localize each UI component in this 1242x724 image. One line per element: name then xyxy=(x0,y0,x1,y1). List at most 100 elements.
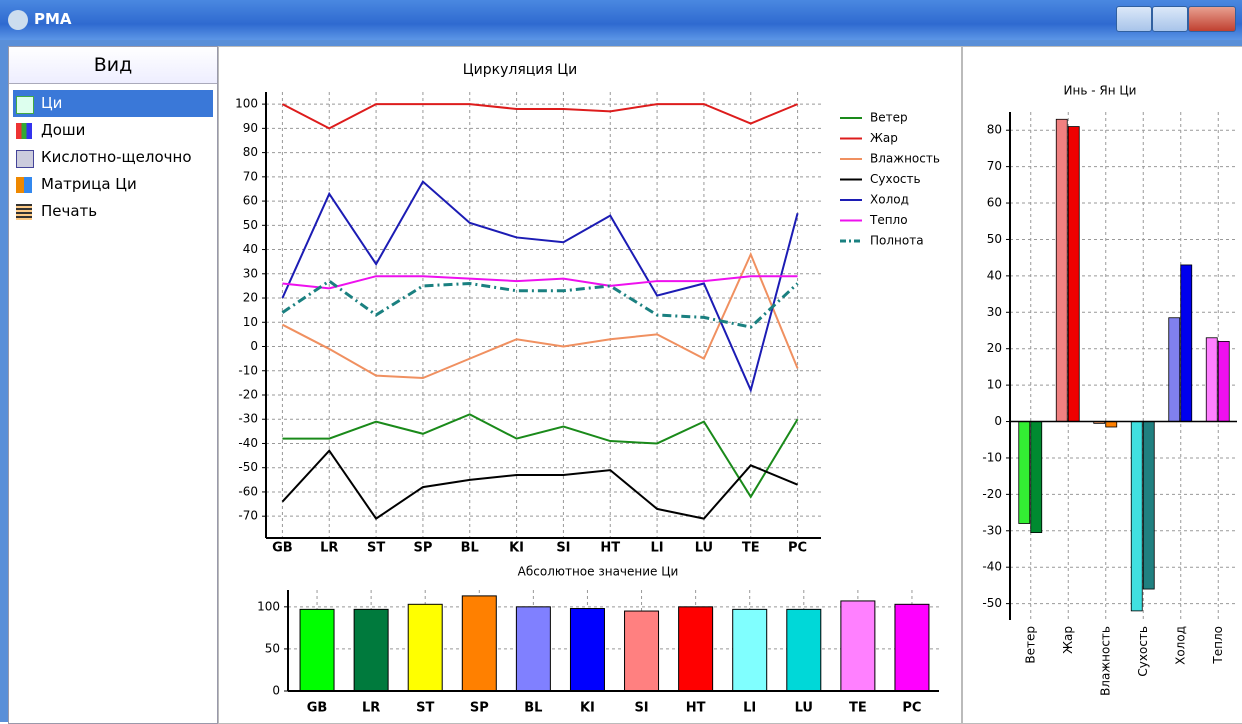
y-tick-label: -50 xyxy=(982,596,1002,610)
x-tick-label: SI xyxy=(556,541,570,556)
nav-item[interactable]: Доши xyxy=(13,117,213,144)
bar xyxy=(1030,421,1043,534)
x-tick-label: LI xyxy=(743,701,756,716)
nav-label: Доши xyxy=(41,121,86,139)
y-tick-label: -20 xyxy=(982,487,1002,501)
x-tick-label: Ветер xyxy=(1023,626,1037,664)
line-series xyxy=(282,275,798,290)
y-tick-label: -70 xyxy=(238,509,258,523)
y-tick-label: 40 xyxy=(987,268,1002,282)
legend-label: Жар xyxy=(870,131,898,145)
bar xyxy=(678,606,714,692)
title-bar: PMA xyxy=(0,0,1242,40)
y-tick-label: 20 xyxy=(987,341,1002,355)
line-series xyxy=(281,251,799,380)
bar xyxy=(1130,421,1143,612)
y-tick-label: 0 xyxy=(994,414,1002,428)
x-tick-label: Тепло xyxy=(1211,626,1225,665)
y-tick-label: 50 xyxy=(987,232,1002,246)
bar xyxy=(1018,421,1031,524)
x-tick-label: GB xyxy=(272,541,293,556)
line-series xyxy=(281,180,799,394)
bar xyxy=(732,608,768,692)
x-tick-label: PC xyxy=(902,701,921,716)
y-tick-label: 50 xyxy=(243,218,258,232)
x-tick-label: SI xyxy=(634,701,648,716)
bar xyxy=(1168,317,1181,422)
y-tick-label: 100 xyxy=(257,599,280,613)
y-tick-label: 40 xyxy=(243,242,258,256)
y-tick-label: 90 xyxy=(243,121,258,135)
x-tick-label: ST xyxy=(367,541,385,556)
bar xyxy=(1142,421,1155,590)
y-tick-label: 30 xyxy=(243,266,258,280)
chart-title: Циркуляция Ци xyxy=(463,62,577,78)
y-tick-label: -30 xyxy=(238,412,258,426)
nav-item[interactable]: Кислотно-щелочно xyxy=(13,144,213,171)
line-series xyxy=(282,413,799,499)
nav-item[interactable]: Печать xyxy=(13,198,213,225)
y-tick-label: -40 xyxy=(982,560,1002,574)
close-button[interactable] xyxy=(1188,6,1236,32)
bar xyxy=(407,603,443,692)
x-tick-label: TE xyxy=(849,701,867,716)
bar xyxy=(569,608,605,692)
x-tick-label: PC xyxy=(788,541,807,556)
x-tick-label: LR xyxy=(362,701,380,716)
y-tick-label: 100 xyxy=(235,97,258,111)
x-tick-label: HT xyxy=(600,541,620,556)
x-tick-label: SP xyxy=(470,701,489,716)
x-tick-label: LR xyxy=(320,541,338,556)
bar xyxy=(353,608,389,692)
maximize-button[interactable] xyxy=(1152,6,1188,32)
x-tick-label: BL xyxy=(524,701,542,716)
x-tick-label: LU xyxy=(795,701,813,716)
x-tick-label: KI xyxy=(509,541,524,556)
bar xyxy=(1067,126,1080,422)
bar xyxy=(515,606,551,692)
y-tick-label: 0 xyxy=(272,684,280,698)
legend-label: Сухость xyxy=(870,172,921,186)
y-tick-label: -20 xyxy=(238,387,258,401)
y-tick-label: -60 xyxy=(238,484,258,498)
x-tick-label: TE xyxy=(742,541,760,556)
x-tick-label: Влажность xyxy=(1098,626,1112,696)
x-tick-label: Сухость xyxy=(1136,626,1150,677)
x-tick-label: SP xyxy=(413,541,432,556)
sidebar: Вид Ци Доши Кислотно-щелочно Матрица Ци … xyxy=(8,46,218,724)
app-icon xyxy=(8,10,28,30)
y-tick-label: 80 xyxy=(987,123,1002,137)
y-tick-label: 30 xyxy=(987,305,1002,319)
nav-item[interactable]: Матрица Ци xyxy=(13,171,213,198)
y-tick-label: -10 xyxy=(238,363,258,377)
x-tick-label: BL xyxy=(461,541,479,556)
sidebar-header: Вид xyxy=(9,47,217,84)
legend-label: Полнота xyxy=(870,234,924,248)
legend-label: Холод xyxy=(870,193,909,207)
bar xyxy=(1180,264,1193,422)
legend-label: Ветер xyxy=(870,111,908,125)
nav-item[interactable]: Ци xyxy=(13,90,213,117)
bar xyxy=(1105,421,1118,428)
bar xyxy=(1205,337,1218,422)
chart-title: Инь - Ян Ци xyxy=(1064,84,1137,98)
y-tick-label: -50 xyxy=(238,460,258,474)
window-title: PMA xyxy=(34,10,72,28)
y-tick-label: 60 xyxy=(243,194,258,208)
y-tick-label: 10 xyxy=(987,378,1002,392)
minimize-button[interactable] xyxy=(1116,6,1152,32)
bar xyxy=(894,603,930,692)
y-tick-label: 10 xyxy=(243,315,258,329)
x-tick-label: Жар xyxy=(1061,626,1075,654)
line-series xyxy=(281,449,798,520)
y-tick-label: 80 xyxy=(243,145,258,159)
nav-label: Печать xyxy=(41,202,98,220)
bar xyxy=(461,595,497,692)
nav-label: Матрица Ци xyxy=(41,175,137,193)
x-tick-label: Холод xyxy=(1173,626,1187,665)
x-tick-label: ST xyxy=(416,701,434,716)
x-tick-label: LU xyxy=(695,541,713,556)
line-series xyxy=(281,103,798,130)
